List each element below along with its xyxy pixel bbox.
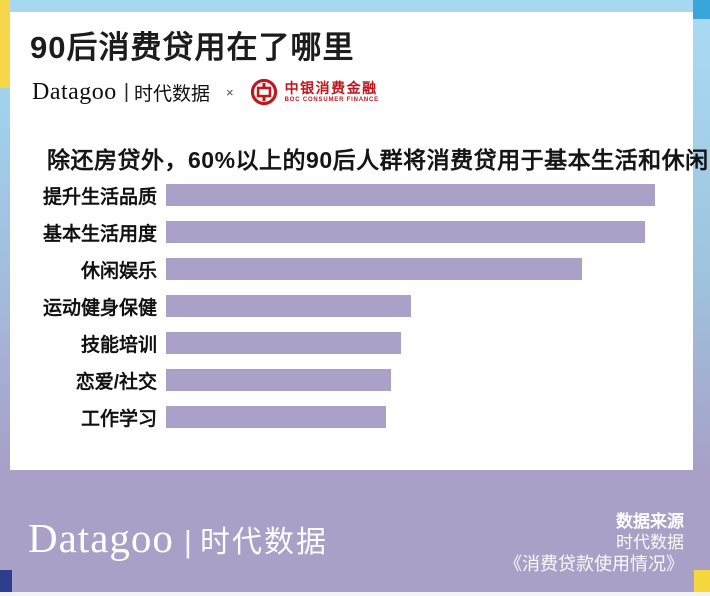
chart-row: 提升生活品质: [37, 184, 655, 208]
data-source-name: 时代数据: [616, 533, 684, 552]
left-border-yellow: [0, 0, 10, 88]
bar: [166, 184, 655, 206]
footer-brand: Datagoo | 时代数据: [28, 514, 328, 562]
top-right-corner: [693, 0, 710, 19]
footer-brand-chinese: 时代数据: [199, 526, 328, 559]
chart-row: 工作学习: [37, 406, 655, 430]
top-border: [10, 0, 693, 12]
bar-track: [166, 406, 655, 428]
bar-label: 恋爱/社交: [75, 371, 157, 393]
bar: [166, 295, 411, 317]
header-logo-row: Datagoo | 时代数据 × 中银消费金融 BOC CONSUMER FIN…: [32, 76, 379, 108]
left-border-gradient: [0, 88, 10, 470]
right-border: [693, 19, 710, 592]
bar-track: [166, 184, 655, 206]
partner-name-block: 中银消费金融 BOC CONSUMER FINANCE: [285, 80, 379, 104]
footer: Datagoo | 时代数据 数据来源 时代数据 《消费贷款使用情况》: [0, 470, 710, 592]
footer-datagoo-logo: Datagoo: [28, 515, 174, 561]
bar-label: 运动健身保健: [42, 297, 157, 319]
chart-row: 恋爱/社交: [37, 369, 655, 393]
chart-row: 运动健身保健: [37, 295, 655, 319]
partner-name: 中银消费金融: [284, 80, 378, 96]
brand-divider: |: [123, 80, 130, 103]
chart-row: 休闲娱乐: [37, 258, 655, 282]
bottom-left-corner: [0, 570, 12, 592]
bar-track: [166, 295, 655, 317]
bar-track: [166, 369, 655, 391]
data-source-block: 数据来源 时代数据 《消费贷款使用情况》: [504, 511, 684, 575]
bar: [166, 221, 646, 243]
bar: [166, 258, 582, 280]
bar-label: 提升生活品质: [42, 186, 157, 208]
bar: [166, 406, 387, 428]
brand-chinese-name: 时代数据: [134, 83, 211, 105]
data-source-label: 数据来源: [616, 512, 684, 531]
bar-track: [166, 332, 655, 354]
partner-subtitle: BOC CONSUMER FINANCE: [284, 97, 379, 103]
datagoo-logo: Datagoo: [32, 78, 117, 105]
footer-brand-divider: |: [183, 524, 192, 559]
chart-row: 技能培训: [37, 332, 655, 356]
bottom-right-corner: [694, 570, 710, 592]
bar-track: [166, 221, 655, 243]
bar-label: 休闲娱乐: [80, 260, 157, 282]
partner-logo: 中银消费金融 BOC CONSUMER FINANCE: [250, 78, 379, 106]
chart-annotation: 除还房贷外，60%以上的90后人群将消费贷用于基本生活和休闲: [47, 147, 709, 173]
bar: [166, 332, 401, 354]
chart-row: 基本生活用度: [37, 221, 655, 245]
boc-emblem-icon: [250, 78, 277, 106]
bar: [166, 369, 391, 391]
bar-chart: 提升生活品质 基本生活用度休闲娱乐运动健身保健技能培训恋爱/社交工作学习: [37, 184, 655, 443]
collaboration-x-mark: ×: [226, 84, 234, 100]
data-source-report: 《消费贷款使用情况》: [504, 554, 684, 574]
bar-track: [166, 258, 655, 280]
bar-label: 技能培训: [80, 334, 157, 356]
bar-label: 工作学习: [80, 408, 157, 430]
page-title: 90后消费贷用在了哪里: [30, 30, 355, 65]
bar-label: 基本生活用度: [42, 223, 157, 245]
bottom-border: [0, 592, 710, 596]
